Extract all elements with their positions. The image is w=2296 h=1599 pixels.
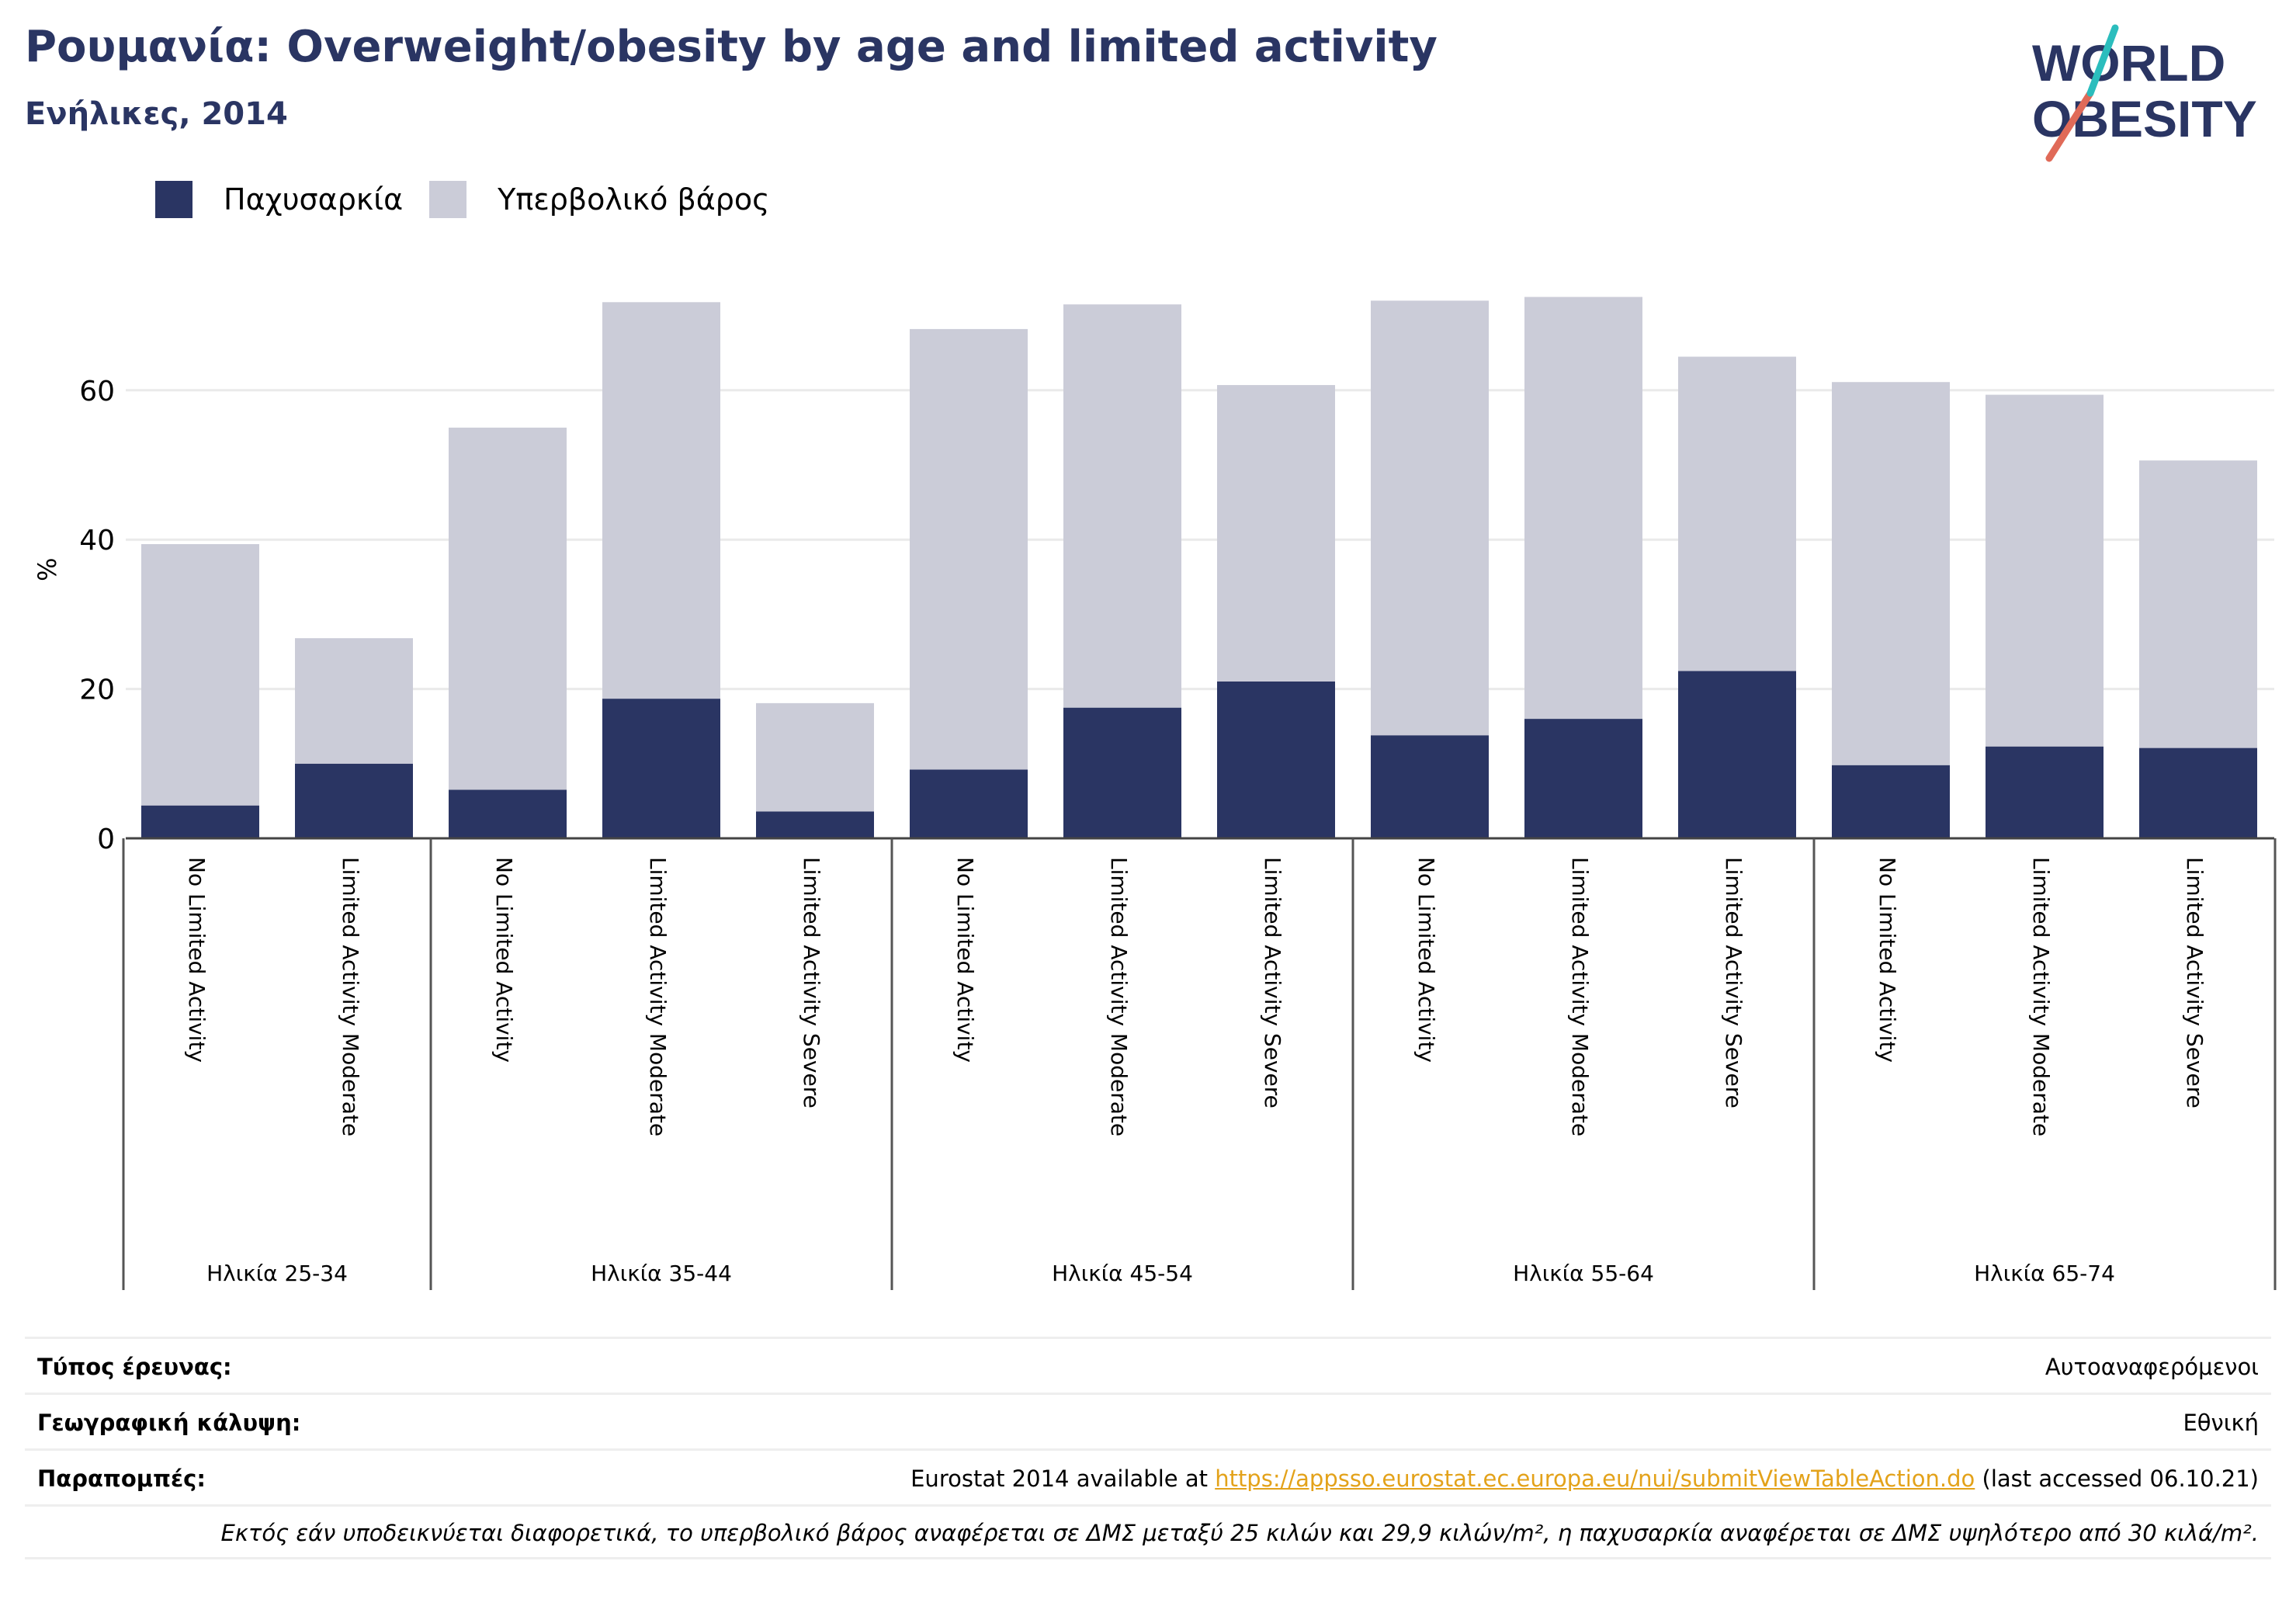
logo-slash-red xyxy=(2045,89,2094,162)
x-category-label: Limited Activity Moderate xyxy=(1106,857,1132,1136)
bar-segment-obesity xyxy=(1217,681,1335,838)
bar-segment-overweight xyxy=(1678,356,1796,671)
x-category-label: Limited Activity Severe xyxy=(2182,857,2208,1108)
bar-segment-obesity xyxy=(1678,671,1796,838)
logo-slash-teal xyxy=(2086,24,2119,97)
coverage-value: Εθνική xyxy=(2183,1410,2259,1436)
bar-segment-obesity xyxy=(449,789,567,838)
x-category-label: No Limited Activity xyxy=(1413,857,1439,1063)
x-category-label: Limited Activity Moderate xyxy=(2028,857,2054,1136)
bar-segment-overweight xyxy=(1371,300,1489,736)
y-tick-label: 40 xyxy=(79,525,115,557)
bar-segment-obesity xyxy=(1524,719,1642,838)
legend-item-overweight[interactable]: Υπερβολικό βάρος xyxy=(429,181,769,218)
y-tick-label: 0 xyxy=(97,824,115,855)
info-divider xyxy=(25,1557,2271,1559)
y-tick-label: 20 xyxy=(79,675,115,706)
references-link[interactable]: https://appsso.eurostat.ec.europa.eu/nui… xyxy=(1215,1465,1975,1492)
info-row-references: Παραπομπές: Eurostat 2014 available at h… xyxy=(37,1452,2259,1506)
info-row-survey: Τύπος έρευνας: Αυτοαναφερόμενοι xyxy=(37,1340,2259,1394)
legend-label-obesity: Παχυσαρκία xyxy=(224,182,404,217)
bar-segment-overweight xyxy=(141,543,259,806)
info-row-coverage: Γεωγραφική κάλυψη: Εθνική xyxy=(37,1396,2259,1450)
logo-text-obesity: OBESITY xyxy=(2032,90,2257,147)
bar-segment-obesity xyxy=(1986,746,2104,838)
x-category-label: Limited Activity Severe xyxy=(1260,857,1285,1108)
group-label: Ηλικία 55-64 xyxy=(1513,1261,1654,1286)
bar-segment-obesity xyxy=(756,811,874,838)
y-axis-label: % xyxy=(33,557,62,581)
info-table: Τύπος έρευνας: Αυτοαναφερόμενοι Γεωγραφι… xyxy=(25,1332,2271,1565)
x-category-label: Limited Activity Severe xyxy=(799,857,824,1108)
bar-segment-overweight xyxy=(1524,297,1642,720)
x-category-label: No Limited Activity xyxy=(952,857,978,1063)
info-divider xyxy=(25,1393,2271,1395)
bar-segment-obesity xyxy=(295,763,413,838)
bar-segment-overweight xyxy=(1217,385,1335,682)
bar-segment-overweight xyxy=(1986,394,2104,747)
legend-item-obesity[interactable]: Παχυσαρκία xyxy=(155,181,403,218)
logo-text-world: WORLD xyxy=(2032,34,2225,92)
bar-segment-obesity xyxy=(1063,707,1181,838)
info-divider xyxy=(25,1504,2271,1507)
references-suffix: (last accessed 06.10.21) xyxy=(1975,1465,2260,1492)
stacked-bar-chart: 0 20 40 60% No Limited Activity Limited Activ… xyxy=(33,297,2277,1290)
x-category-label: Limited Activity Moderate xyxy=(338,857,363,1136)
references-label: Παραπομπές: xyxy=(37,1465,206,1492)
chart-title: Ρουμανία: Overweight/obesity by age and … xyxy=(25,22,1438,72)
bar-segment-overweight xyxy=(1832,382,1950,765)
legend-label-overweight: Υπερβολικό βάρος xyxy=(498,182,770,217)
x-category-label: Limited Activity Moderate xyxy=(645,857,671,1136)
group-label: Ηλικία 45-54 xyxy=(1052,1261,1193,1286)
info-divider xyxy=(25,1448,2271,1451)
x-category-label: No Limited Activity xyxy=(491,857,517,1063)
bar-segment-overweight xyxy=(449,427,567,790)
group-label: Ηλικία 65-74 xyxy=(1974,1261,2115,1286)
y-tick-label: 60 xyxy=(79,376,115,408)
references-prefix: Eurostat 2014 available at xyxy=(910,1465,1216,1492)
legend-swatch-overweight xyxy=(429,181,467,218)
bar-segment-obesity xyxy=(602,699,720,838)
bar-segment-obesity xyxy=(141,805,259,838)
references-value: Eurostat 2014 available at https://appss… xyxy=(910,1465,2259,1492)
legend-swatch-obesity xyxy=(155,181,192,218)
bar-segment-obesity xyxy=(2139,747,2257,838)
x-category-label: No Limited Activity xyxy=(184,857,210,1063)
info-divider xyxy=(25,1337,2271,1339)
chart-legend: Παχυσαρκία Υπερβολικό βάρος xyxy=(155,180,796,219)
definition-note: Εκτός εάν υποδεικνύεται διαφορετικά, το … xyxy=(220,1520,2260,1546)
x-category-label: Limited Activity Moderate xyxy=(1567,857,1593,1136)
bar-segment-overweight xyxy=(2139,460,2257,748)
bar-segment-obesity xyxy=(1371,735,1489,838)
bar-segment-obesity xyxy=(1832,765,1950,838)
x-category-label: Limited Activity Severe xyxy=(1721,857,1746,1108)
bar-segment-overweight xyxy=(756,702,874,812)
x-category-label: No Limited Activity xyxy=(1875,857,1900,1063)
group-label: Ηλικία 25-34 xyxy=(206,1261,348,1286)
group-label: Ηλικία 35-44 xyxy=(591,1261,732,1286)
bar-segment-overweight xyxy=(910,328,1028,770)
coverage-label: Γεωγραφική κάλυψη: xyxy=(37,1410,301,1436)
survey-type-value: Αυτοαναφερόμενοι xyxy=(2045,1354,2259,1380)
world-obesity-logo: WORLD OBESITY xyxy=(2032,24,2257,162)
bar-segment-overweight xyxy=(1063,304,1181,708)
bar-segment-overweight xyxy=(602,302,720,699)
chart-subtitle: Ενήλικες, 2014 xyxy=(25,96,288,132)
survey-type-label: Τύπος έρευνας: xyxy=(37,1354,232,1380)
bar-segment-overweight xyxy=(295,638,413,764)
bar-segment-obesity xyxy=(910,769,1028,838)
